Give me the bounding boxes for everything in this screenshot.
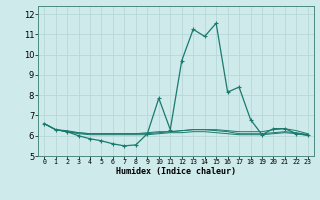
X-axis label: Humidex (Indice chaleur): Humidex (Indice chaleur) bbox=[116, 167, 236, 176]
